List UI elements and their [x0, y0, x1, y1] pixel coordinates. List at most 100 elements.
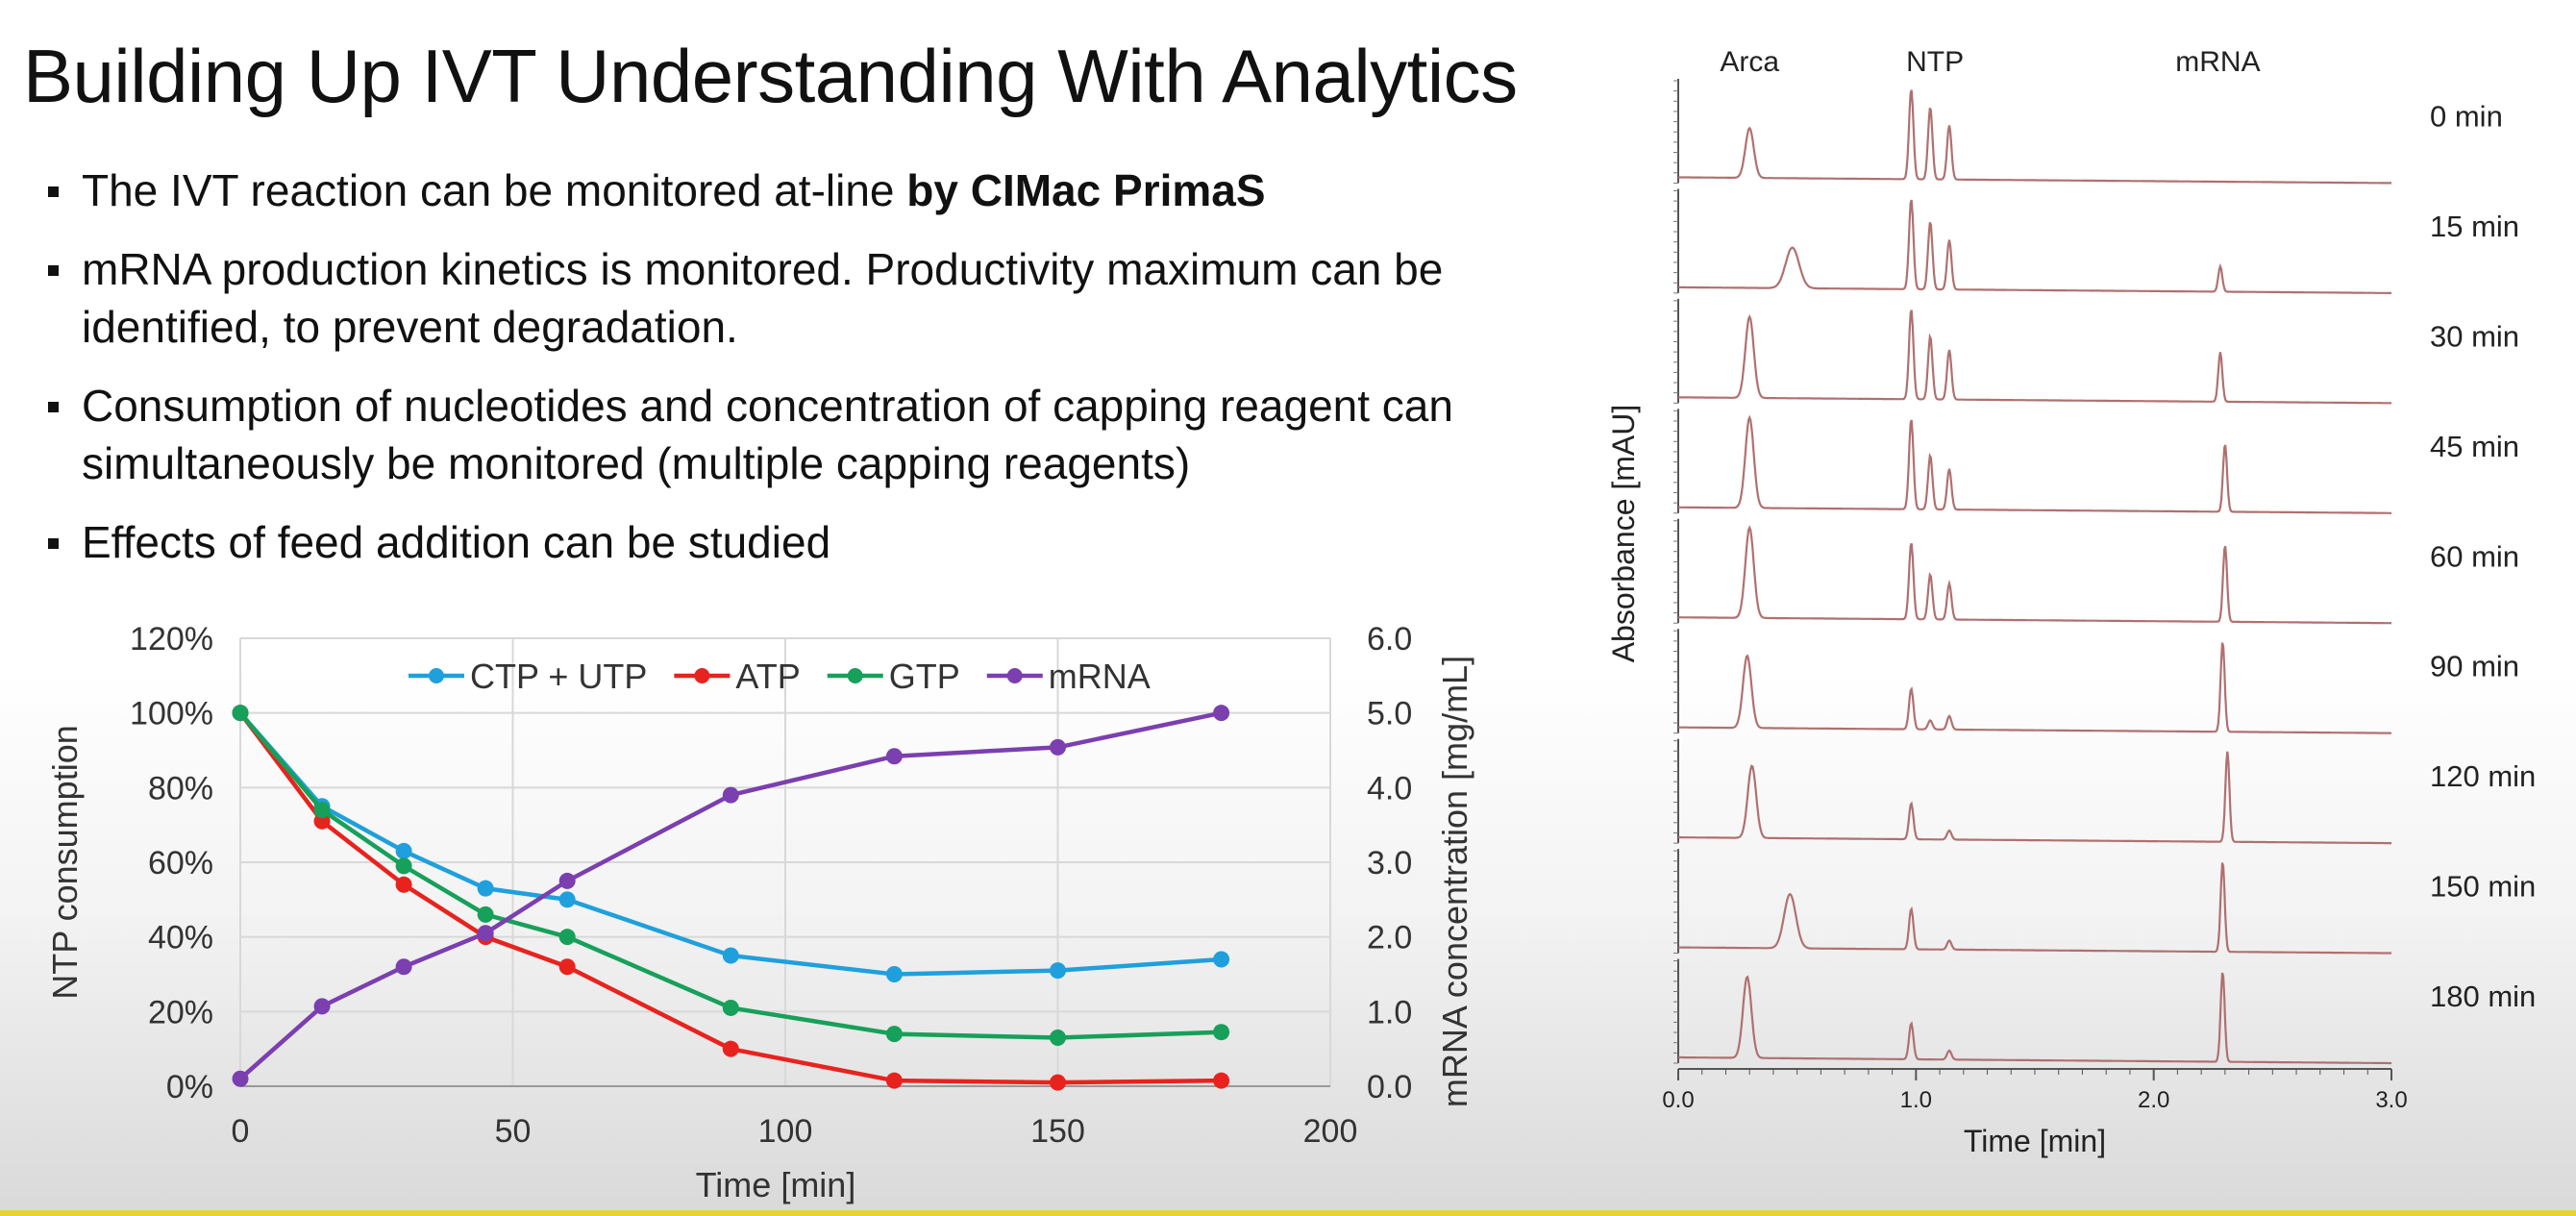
- x-axis-label: Time [min]: [696, 1165, 856, 1204]
- chromatogram-trace: [1678, 972, 2391, 1065]
- ntp-consumption-chart: 0% 20% 40% 60% 80% 100% 120% 0.0 1.0 2.0 3.0 4.0 5.0…: [45, 621, 1474, 1204]
- y-tick-label: 40%: [148, 920, 213, 956]
- chromatogram-trace: [1678, 525, 2391, 625]
- trace-time-label: 90 min: [2430, 650, 2519, 683]
- x-axis-label: Time [min]: [1964, 1124, 2106, 1158]
- x-tick-label: 3.0: [2375, 1087, 2407, 1113]
- peak-label: Arca: [1720, 46, 1779, 78]
- legend-swatch-marker: [847, 668, 863, 683]
- bullet-text: Effects of feed addition can be studied: [82, 517, 831, 567]
- y2-tick-label: 3.0: [1367, 845, 1412, 881]
- chromatogram-trace: [1678, 199, 2391, 294]
- data-point: [558, 929, 576, 946]
- bullet-text: Consumption of nucleotides and concentra…: [82, 381, 1453, 488]
- legend-label: ATP: [735, 657, 800, 696]
- y-tick-label: 80%: [148, 770, 213, 807]
- data-point: [477, 906, 494, 923]
- y2-tick-label: 6.0: [1367, 621, 1412, 658]
- legend-swatch-marker: [694, 668, 710, 683]
- data-point: [885, 1072, 903, 1089]
- data-point: [477, 880, 494, 897]
- x-tick-label: 200: [1303, 1113, 1358, 1150]
- data-point: [1050, 1074, 1066, 1091]
- x-tick-label: 0.0: [1662, 1087, 1694, 1113]
- data-point: [1213, 705, 1230, 722]
- data-point: [313, 802, 331, 819]
- bullet-bold-text: by CIMac PrimaS: [906, 165, 1266, 215]
- data-point: [885, 966, 903, 982]
- chromatogram-trace: [1677, 89, 2391, 185]
- slide-title: Building Up IVT Understanding With Analy…: [23, 34, 1518, 118]
- data-point: [722, 947, 739, 964]
- data-point: [1213, 951, 1230, 968]
- data-point: [232, 1070, 249, 1087]
- data-point: [1050, 962, 1066, 980]
- data-point: [1213, 1024, 1230, 1041]
- y2-tick-label: 1.0: [1367, 994, 1412, 1030]
- data-point: [395, 876, 412, 893]
- data-point: [558, 958, 576, 976]
- data-point: [395, 857, 412, 875]
- data-point: [885, 1026, 903, 1043]
- data-point: [722, 786, 739, 804]
- y2-tick-label: 5.0: [1367, 696, 1412, 732]
- y2-axis-label: mRNA concentration [mg/mL]: [1435, 656, 1474, 1107]
- trace-time-label: 30 min: [2430, 319, 2519, 353]
- chromatogram-trace: [1678, 751, 2391, 845]
- peak-label: mRNA: [2175, 46, 2260, 78]
- chromatogram-trace: [1678, 414, 2391, 514]
- chromatogram-trace: [1678, 310, 2391, 405]
- x-tick-label: 0: [232, 1113, 250, 1150]
- bullet-list: The IVT reaction can be monitored at-lin…: [46, 161, 1526, 592]
- data-point: [395, 842, 412, 859]
- legend-label: CTP + UTP: [470, 657, 647, 696]
- legend-swatch-marker: [1006, 668, 1023, 683]
- bullet-item: mRNA production kinetics is monitored. P…: [46, 240, 1526, 356]
- chromatogram-trace: [1678, 862, 2392, 955]
- x-tick-label: 150: [1030, 1113, 1085, 1150]
- bullet-text: mRNA production kinetics is monitored. P…: [82, 244, 1444, 352]
- data-point: [885, 748, 903, 765]
- bullet-item: Effects of feed addition can be studied: [46, 513, 1526, 571]
- y2-tick-label: 4.0: [1367, 770, 1412, 807]
- trace-time-label: 180 min: [2430, 980, 2536, 1013]
- data-point: [395, 958, 412, 976]
- data-point: [558, 891, 576, 908]
- data-point: [313, 998, 331, 1015]
- legend-swatch-marker: [429, 668, 444, 683]
- trace-time-label: 15 min: [2430, 210, 2519, 243]
- x-tick-label: 2.0: [2138, 1087, 2169, 1113]
- data-point: [1050, 1030, 1066, 1047]
- chromatogram-trace: [1678, 642, 2391, 734]
- data-point: [1213, 1072, 1230, 1089]
- trace-time-label: 120 min: [2430, 759, 2536, 793]
- x-tick-label: 50: [495, 1113, 532, 1150]
- y-axis-label: Absorbance [mAU]: [1606, 405, 1641, 663]
- y-axis-label: NTP consumption: [45, 725, 85, 999]
- y-tick-label: 100%: [130, 696, 213, 732]
- trace-time-label: 150 min: [2430, 870, 2536, 904]
- data-point: [722, 999, 739, 1016]
- x-tick-label: 100: [758, 1113, 813, 1150]
- y-tick-label: 0%: [166, 1069, 213, 1105]
- slide-bottom-rule: [0, 1210, 2576, 1216]
- y-tick-label: 60%: [148, 845, 213, 881]
- y-tick-label: 20%: [148, 994, 213, 1030]
- y2-tick-label: 2.0: [1367, 920, 1412, 956]
- data-point: [232, 705, 249, 722]
- y-tick-label: 120%: [130, 621, 213, 658]
- data-point: [1050, 738, 1066, 756]
- data-point: [477, 925, 494, 942]
- trace-time-label: 45 min: [2430, 430, 2519, 463]
- legend-label: GTP: [889, 657, 960, 696]
- trace-time-label: 60 min: [2430, 539, 2519, 573]
- data-point: [558, 872, 576, 889]
- peak-label: NTP: [1906, 46, 1964, 78]
- data-point: [722, 1040, 739, 1057]
- x-tick-label: 1.0: [1900, 1087, 1932, 1113]
- bullet-item: The IVT reaction can be monitored at-lin…: [46, 161, 1526, 219]
- legend-label: mRNA: [1049, 657, 1151, 696]
- data-point: [313, 812, 331, 830]
- bullet-item: Consumption of nucleotides and concentra…: [46, 377, 1526, 492]
